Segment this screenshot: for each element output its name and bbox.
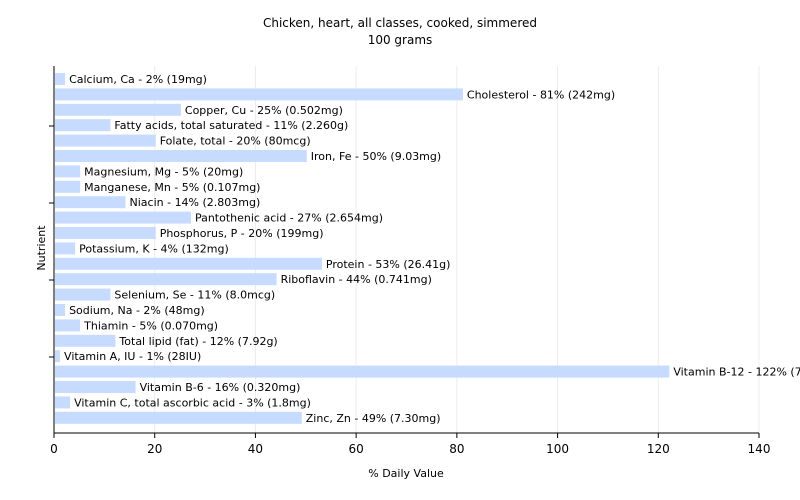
bar: [55, 396, 71, 409]
y-axis-label: Nutrient: [35, 225, 48, 271]
bar: [55, 134, 156, 147]
axes: 0 20 40 60 80 100 120 140: [49, 66, 770, 456]
bar-label: Potassium, K - 4% (132mg): [79, 242, 229, 255]
bar-label: Cholesterol - 81% (242mg): [467, 88, 615, 101]
bar: [55, 411, 302, 424]
bar-label: Folate, total - 20% (80mcg): [160, 135, 311, 148]
bar-label: Vitamin C, total ascorbic acid - 3% (1.8…: [74, 396, 311, 409]
bar: [55, 288, 111, 301]
chart-subtitle: 100 grams: [368, 33, 433, 47]
x-tick-label: 120: [647, 442, 670, 456]
x-axis-label: % Daily Value: [368, 467, 444, 480]
x-tick-label: 100: [546, 442, 569, 456]
grid-lines: [154, 66, 760, 433]
bar-label: Total lipid (fat) - 12% (7.92g): [118, 335, 277, 348]
bar: [55, 334, 116, 347]
bar: [55, 257, 322, 270]
x-tick-label: 60: [349, 442, 364, 456]
bar-label: Magnesium, Mg - 5% (20mg): [84, 165, 243, 178]
bar-label: Sodium, Na - 2% (48mg): [69, 304, 205, 317]
x-tick-label: 0: [50, 442, 58, 456]
bar-label: Vitamin A, IU - 1% (28IU): [64, 350, 201, 363]
bar-label: Protein - 53% (26.41g): [326, 258, 451, 271]
bar-label: Phosphorus, P - 20% (199mg): [160, 227, 324, 240]
bar-label: Zinc, Zn - 49% (7.30mg): [306, 412, 441, 425]
bar: [55, 119, 111, 132]
bar-label: Niacin - 14% (2.803mg): [130, 196, 261, 209]
bar-label: Riboflavin - 44% (0.741mg): [281, 273, 432, 286]
bar: [55, 365, 670, 378]
bar: [55, 227, 156, 239]
bar-label: Iron, Fe - 50% (9.03mg): [311, 150, 441, 163]
x-tick-label: 20: [147, 442, 162, 456]
bar-label: Vitamin B-12 - 122% (7.29mcg): [673, 366, 800, 379]
bar: [55, 319, 81, 332]
bar: [55, 381, 136, 393]
bar: [55, 273, 277, 286]
bar-label: Vitamin B-6 - 16% (0.320mg): [140, 381, 301, 394]
x-tick-label: 140: [748, 442, 771, 456]
bar: [55, 242, 76, 255]
bar: [55, 150, 307, 162]
bar-label: Pantothenic acid - 27% (2.654mg): [195, 212, 383, 225]
bar-label: Copper, Cu - 25% (0.502mg): [185, 104, 343, 117]
x-tick-label: 40: [248, 442, 263, 456]
bar-label: Selenium, Se - 11% (8.0mcg): [114, 289, 275, 302]
bar-label: Thiamin - 5% (0.070mg): [83, 319, 218, 332]
bar: [55, 196, 126, 209]
bar: [55, 165, 81, 178]
bar-label: Calcium, Ca - 2% (19mg): [69, 73, 207, 86]
bar-label: Fatty acids, total saturated - 11% (2.26…: [114, 119, 348, 132]
chart-title: Chicken, heart, all classes, cooked, sim…: [263, 16, 537, 30]
bar: [55, 88, 463, 101]
bar: [55, 211, 191, 224]
bars-group: Calcium, Ca - 2% (19mg) Cholesterol - 81%…: [55, 73, 800, 425]
bar-label: Manganese, Mn - 5% (0.107mg): [84, 181, 260, 194]
x-tick-label: 80: [449, 442, 464, 456]
bar: [55, 103, 181, 116]
bar: [55, 73, 66, 85]
bar: [55, 180, 81, 193]
bar: [55, 350, 61, 363]
bar: [55, 304, 66, 316]
